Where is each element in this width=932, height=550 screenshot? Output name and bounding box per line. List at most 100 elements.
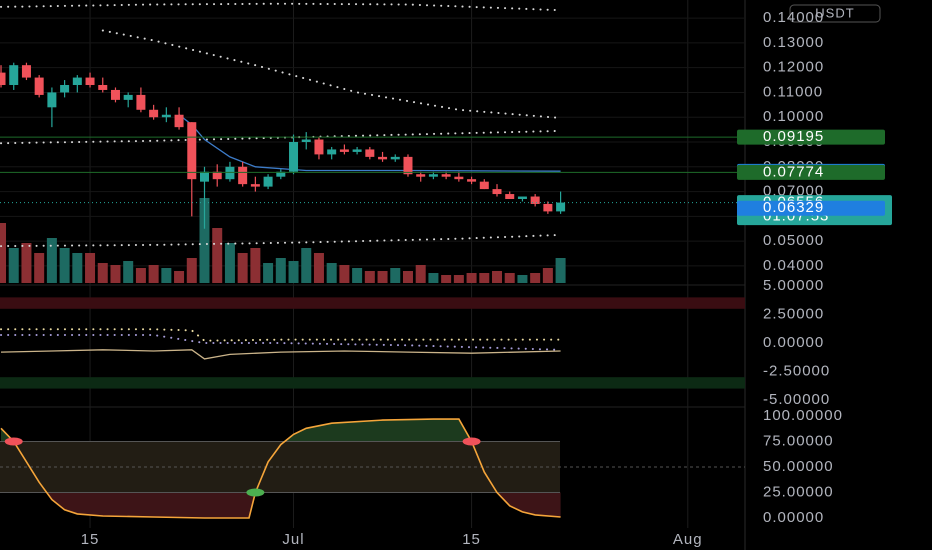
volume-bar xyxy=(492,271,503,283)
volume-bar xyxy=(301,248,312,283)
candle-body xyxy=(47,92,57,108)
volume-bar xyxy=(148,265,159,283)
volume-bar xyxy=(517,275,528,283)
y-tick-label: 75.00000 xyxy=(763,432,834,449)
candle-body xyxy=(276,171,286,177)
volume-bar xyxy=(326,263,337,283)
y-tick-label: 2.50000 xyxy=(763,305,824,322)
currency[interactable]: USDT xyxy=(815,5,854,20)
volume-bar xyxy=(504,273,515,283)
x-tick-label: 15 xyxy=(462,531,481,548)
candle-body xyxy=(543,203,553,212)
volume-bar xyxy=(0,223,7,283)
indicator-line xyxy=(101,29,562,119)
candle-body xyxy=(505,194,515,200)
price-label-box xyxy=(737,200,885,216)
candle-body xyxy=(72,77,82,86)
volume-bar xyxy=(21,243,32,283)
candle-body xyxy=(454,176,464,180)
candle-body xyxy=(314,139,324,155)
candle-body xyxy=(403,156,413,175)
volume-bar xyxy=(415,265,426,283)
price-label-box xyxy=(737,164,885,180)
candle-body xyxy=(479,181,489,190)
candle-body xyxy=(416,174,426,177)
volume-bar xyxy=(441,275,452,283)
volume-bar xyxy=(339,265,350,283)
candle-body xyxy=(123,94,133,100)
y-tick-label: 0.05000 xyxy=(763,232,824,249)
price-label-box xyxy=(737,129,885,145)
price-label: 0.09195 xyxy=(763,128,824,145)
candle-body xyxy=(85,77,95,86)
volume-bar xyxy=(466,273,477,283)
lower-fill xyxy=(46,492,561,518)
volume-bar xyxy=(186,258,197,283)
candle-body xyxy=(98,85,108,90)
currency-box[interactable] xyxy=(789,4,881,23)
volume-bar xyxy=(123,261,134,283)
volume-bar xyxy=(199,198,210,283)
candle-body xyxy=(289,142,299,172)
candle-body xyxy=(263,176,273,187)
cross-marker xyxy=(4,437,23,446)
candle-body xyxy=(517,196,527,200)
y-tick-label: 0.04000 xyxy=(763,257,824,274)
candle-body xyxy=(238,166,248,185)
upper-fill xyxy=(1,419,561,442)
candle-body xyxy=(492,189,502,195)
y-tick-label: 100.00000 xyxy=(763,407,843,424)
candle-body xyxy=(250,184,260,187)
y-tick-label: 50.00000 xyxy=(763,458,834,475)
volume-bar xyxy=(110,265,121,283)
cross-marker xyxy=(246,488,265,497)
y-tick-label: 0.00000 xyxy=(763,334,824,351)
y-tick-label: -2.50000 xyxy=(763,362,830,379)
cross-marker xyxy=(462,437,481,446)
candle-body xyxy=(174,114,184,128)
candle-body xyxy=(365,149,375,157)
candle-body xyxy=(60,85,70,93)
candle-body xyxy=(212,171,222,180)
volume-bar xyxy=(530,273,541,283)
band xyxy=(0,441,560,493)
candle-body xyxy=(21,65,31,78)
x-tick-label: Jul xyxy=(282,531,304,548)
candle-body xyxy=(110,89,120,100)
y-tick-label: 5.00000 xyxy=(763,277,824,294)
candle-body xyxy=(327,149,337,155)
price-label: 0.06329 xyxy=(763,199,824,216)
candle-body xyxy=(149,109,159,118)
volume-bar xyxy=(161,268,172,283)
volume-bar xyxy=(97,263,108,283)
volume-bar xyxy=(390,268,401,283)
volume-bar xyxy=(59,248,70,283)
volume-bar xyxy=(212,228,223,283)
volume-bar xyxy=(313,253,324,283)
volume-bar xyxy=(34,253,45,283)
y-tick-label: 0.10000 xyxy=(763,108,824,125)
volume-bar xyxy=(555,258,566,283)
volume-bar xyxy=(237,253,248,283)
candle-body xyxy=(352,149,362,152)
volume-bar xyxy=(352,268,363,283)
volume-bar xyxy=(479,273,490,283)
candle-body xyxy=(467,179,477,182)
candle-body xyxy=(339,149,349,152)
volume-bar xyxy=(46,238,57,283)
candle-body xyxy=(390,156,400,160)
candle-body xyxy=(301,139,311,143)
indicator-line xyxy=(0,349,561,360)
y-tick-label: 0.13000 xyxy=(763,34,824,51)
band xyxy=(0,377,745,389)
candle-body xyxy=(187,122,197,180)
y-tick-label: 0.14000 xyxy=(763,9,824,26)
volume-bar xyxy=(263,263,274,283)
volume-bar xyxy=(135,268,146,283)
volume-bar xyxy=(542,268,553,283)
candle-body xyxy=(225,166,235,180)
volume-bar xyxy=(428,273,439,283)
candle-body xyxy=(441,174,451,177)
candle-body xyxy=(0,72,6,86)
